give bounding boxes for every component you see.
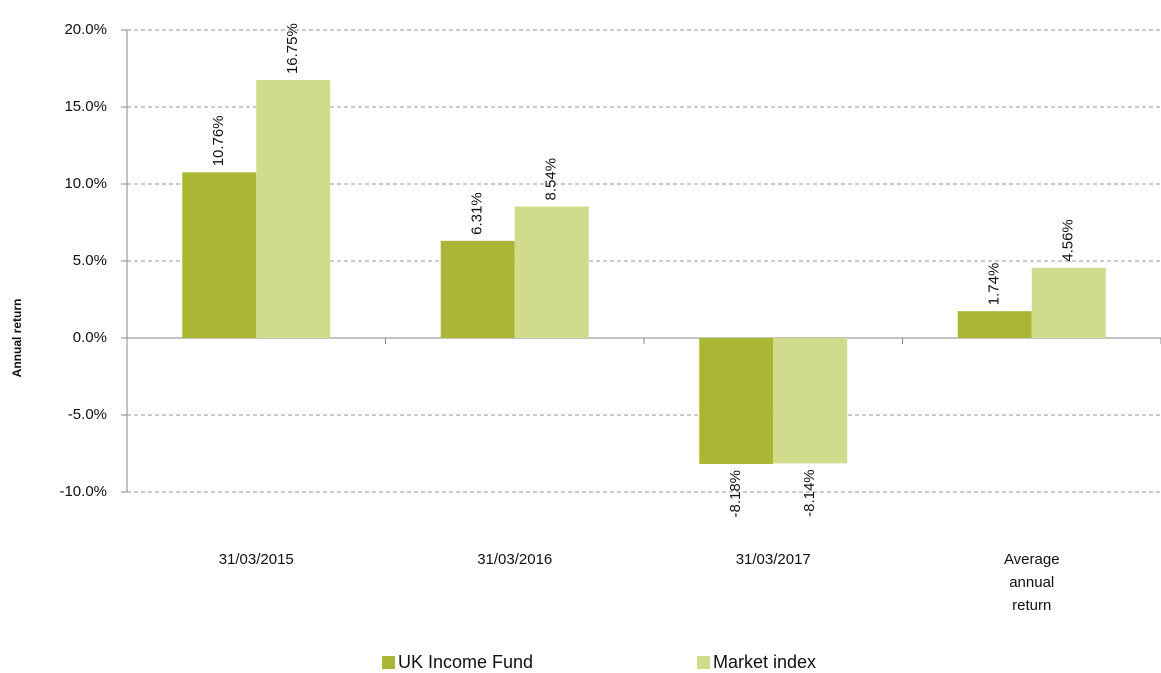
data-label: 4.56% — [1060, 219, 1077, 262]
data-label: 8.54% — [543, 158, 560, 201]
x-tick-label: Average annual return — [1004, 551, 1060, 614]
legend-label: Market index — [713, 652, 816, 672]
y-axis-label: Annual return — [10, 299, 24, 378]
legend-swatch — [697, 656, 710, 669]
legend-label: UK Income Fund — [398, 652, 533, 672]
data-label: 10.76% — [210, 115, 227, 166]
data-label: 1.74% — [986, 263, 1003, 306]
y-tick-label: 10.0% — [64, 175, 107, 192]
data-label: 16.75% — [284, 23, 301, 74]
x-tick-line: annual — [1009, 574, 1054, 591]
bar — [1031, 267, 1106, 338]
data-label: -8.14% — [801, 469, 818, 517]
bar — [440, 240, 515, 338]
y-tick-label: 20.0% — [64, 21, 107, 38]
bar — [773, 338, 848, 464]
y-tick-label: 15.0% — [64, 98, 107, 115]
bar — [182, 172, 257, 338]
y-tick-label: -5.0% — [68, 406, 107, 423]
x-tick-line: Average — [1004, 551, 1060, 568]
data-label: 6.31% — [469, 192, 486, 235]
bar — [699, 338, 774, 464]
bar — [256, 80, 331, 339]
y-tick-label: 5.0% — [73, 252, 107, 269]
x-tick-label: 31/03/2016 — [477, 551, 552, 568]
bar — [957, 311, 1032, 338]
y-tick-label: 0.0% — [73, 329, 107, 346]
x-tick-label: 31/03/2017 — [736, 551, 811, 568]
y-tick-label: -10.0% — [59, 483, 107, 500]
x-tick-line: return — [1012, 597, 1051, 614]
legend-swatch — [382, 656, 395, 669]
bar — [514, 206, 589, 338]
x-tick-label: 31/03/2015 — [219, 551, 294, 568]
data-label: -8.18% — [727, 470, 744, 518]
